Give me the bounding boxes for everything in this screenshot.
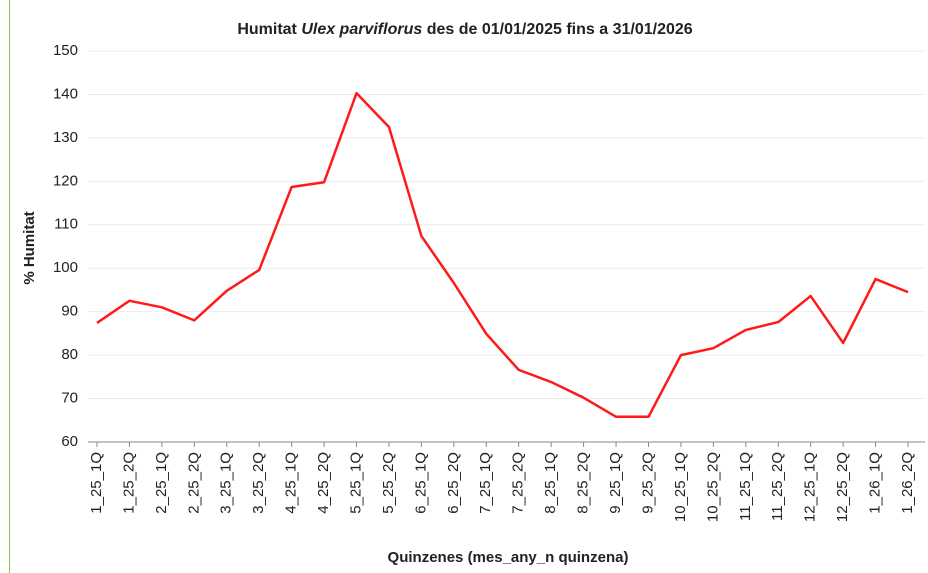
- title-part: Humitat: [237, 21, 301, 38]
- x-tick-label: 10_25_2Q: [704, 452, 721, 522]
- data-line: [96, 91, 909, 419]
- x-tick-label: 9_25_1Q: [607, 452, 624, 514]
- x-tick-label: 1_25_1Q: [88, 452, 105, 514]
- x-tick-label: 1_26_1Q: [867, 452, 884, 514]
- x-tick-label: 7_25_1Q: [477, 452, 494, 514]
- x-tick-label: 6_25_1Q: [412, 452, 429, 514]
- chart-title: Humitat Ulex parviflorus des de 01/01/20…: [237, 21, 692, 38]
- y-axis-title: % Humitat: [21, 211, 38, 284]
- x-tick-label: 2_25_2Q: [185, 452, 202, 514]
- y-tick-label: 130: [53, 129, 78, 146]
- y-tick-label: 80: [61, 346, 78, 363]
- x-tick-label: 11_25_1Q: [737, 452, 754, 521]
- x-tick-label: 3_25_2Q: [250, 452, 267, 514]
- x-tick-label: 9_25_2Q: [639, 452, 656, 514]
- x-tick-label: 3_25_1Q: [218, 452, 235, 514]
- x-tick-label: 12_25_1Q: [802, 452, 819, 522]
- title-species: Ulex parviflorus: [301, 21, 422, 38]
- y-tick-label: 150: [53, 42, 78, 59]
- x-tick-label: 1_26_2Q: [899, 452, 916, 514]
- y-tick-label: 120: [53, 172, 78, 189]
- x-axis-title: Quinzenes (mes_any_n quinzena): [388, 549, 629, 566]
- x-tick-label: 1_25_2Q: [120, 452, 137, 514]
- x-tick-label: 11_25_2Q: [769, 452, 786, 521]
- y-tick-label: 90: [61, 303, 78, 320]
- x-tick-label: 6_25_2Q: [445, 452, 462, 514]
- y-tick-label: 140: [53, 85, 78, 102]
- x-tick-label: 7_25_2Q: [510, 452, 527, 514]
- x-tick-label: 10_25_1Q: [672, 452, 689, 522]
- x-tick-label: 8_25_2Q: [575, 452, 592, 514]
- x-tick-label: 12_25_2Q: [834, 452, 851, 522]
- y-tick-label: 70: [61, 390, 78, 407]
- x-tick-label: 4_25_2Q: [315, 452, 332, 514]
- x-tick-label: 8_25_1Q: [542, 452, 559, 514]
- x-tick-label: 4_25_1Q: [283, 452, 300, 514]
- x-tick-label: 2_25_1Q: [153, 452, 170, 514]
- title-part: des de 01/01/2025 fins a 31/01/2026: [422, 21, 693, 38]
- x-tick-label: 5_25_2Q: [380, 452, 397, 514]
- y-tick-label: 100: [53, 259, 78, 276]
- x-tick-label: 5_25_1Q: [347, 452, 364, 514]
- y-tick-label: 60: [61, 433, 78, 450]
- y-tick-label: 110: [54, 216, 78, 233]
